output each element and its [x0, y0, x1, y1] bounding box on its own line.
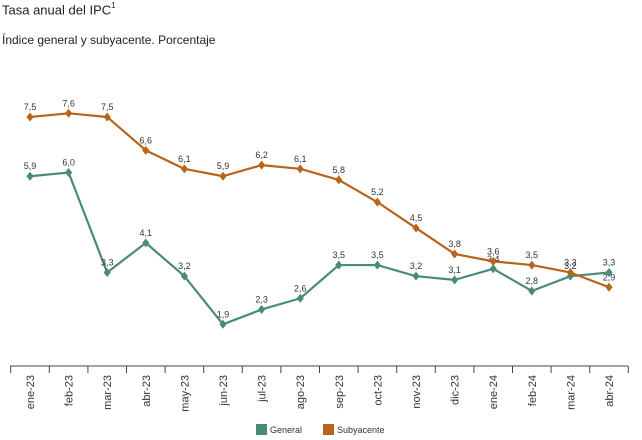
data-point-general: [26, 171, 34, 181]
data-label-subyacente: 7,5: [101, 102, 114, 112]
x-tick-label: ago-23: [295, 375, 307, 409]
data-label-subyacente: 6,6: [140, 135, 153, 145]
x-tick-label: jul-23: [257, 375, 269, 403]
x-tick-label: mar-23: [102, 375, 114, 410]
series-line-subyacente: [29, 112, 610, 289]
x-tick-label: oct-23: [372, 375, 384, 406]
data-label-general: 1,9: [217, 309, 230, 319]
x-tick-label: jun-23: [218, 375, 230, 407]
data-label-subyacente: 5,9: [217, 161, 230, 171]
data-label-general: 3,5: [371, 250, 384, 260]
data-point-general: [296, 293, 304, 303]
data-point-subyacente: [103, 112, 111, 122]
data-label-general: 2,8: [526, 276, 539, 286]
data-label-general: 3,2: [564, 261, 577, 271]
legend-label-subyacente: Subyacente: [337, 425, 385, 435]
data-label-subyacente: 6,2: [255, 150, 268, 160]
data-point-general: [451, 275, 459, 285]
data-label-general: 6,0: [62, 158, 75, 168]
data-point-subyacente: [605, 282, 613, 292]
data-label-subyacente: 5,8: [333, 165, 346, 175]
x-tick-label: sep-23: [334, 375, 346, 409]
data-point-subyacente: [412, 223, 420, 233]
data-point-general: [65, 168, 73, 178]
data-label-general: 3,3: [603, 257, 616, 267]
legend-swatch-general: [256, 424, 267, 435]
x-tick-label: may-23: [179, 375, 191, 412]
data-label-subyacente: 2,9: [603, 272, 616, 282]
data-point-general: [373, 260, 381, 270]
x-tick-label: mar-24: [565, 375, 577, 410]
chart-title-text: Tasa anual del IPC: [2, 2, 112, 18]
data-label-general: 2,6: [294, 283, 307, 293]
data-point-subyacente: [219, 171, 227, 181]
x-tick-label: dic-23: [450, 375, 462, 405]
data-point-general: [103, 267, 111, 277]
data-point-subyacente: [296, 164, 304, 174]
data-label-general: 3,5: [333, 250, 346, 260]
data-point-subyacente: [26, 112, 34, 122]
x-tick-label: ene-23: [25, 375, 37, 409]
data-label-general: 3,1: [448, 265, 461, 275]
data-point-subyacente: [451, 249, 459, 259]
data-point-subyacente: [180, 164, 188, 174]
data-point-subyacente: [566, 267, 574, 277]
legend-swatch-subyacente: [323, 424, 334, 435]
data-label-general: 2,3: [255, 294, 268, 304]
x-tick-label: feb-23: [64, 375, 76, 406]
data-label-subyacente: 3,6: [487, 246, 500, 256]
data-label-subyacente: 3,8: [448, 239, 461, 249]
data-point-general: [605, 267, 613, 277]
x-tick-label: nov-23: [411, 375, 423, 409]
data-label-subyacente: 6,1: [294, 154, 307, 164]
data-label-subyacente: 5,2: [371, 187, 384, 197]
data-point-general: [142, 238, 150, 248]
data-label-general: 3,3: [101, 257, 114, 267]
data-label-general: 3,2: [410, 261, 423, 271]
data-label-subyacente: 3,5: [526, 250, 539, 260]
data-point-subyacente: [528, 260, 536, 270]
data-point-subyacente: [258, 160, 266, 170]
x-tick-label: abr-23: [141, 375, 153, 407]
data-point-general: [489, 264, 497, 274]
data-label-subyacente: 3,3: [564, 257, 577, 267]
x-tick-label: feb-24: [527, 375, 539, 406]
data-label-subyacente: 6,1: [178, 154, 191, 164]
data-label-subyacente: 4,5: [410, 213, 423, 223]
data-label-general: 4,1: [140, 228, 153, 238]
data-point-general: [258, 304, 266, 314]
data-point-general: [219, 319, 227, 329]
legend-label-general: General: [270, 425, 302, 435]
data-point-subyacente: [142, 145, 150, 155]
series-line-general: [29, 171, 610, 326]
data-label-general: 5,9: [24, 161, 37, 171]
chart-subtitle: Índice general y subyacente. Porcentaje: [2, 33, 216, 47]
data-point-general: [335, 260, 343, 270]
data-point-general: [528, 286, 536, 296]
data-label-subyacente: 7,5: [24, 102, 37, 112]
x-tick-label: ene-24: [488, 375, 500, 409]
x-tick-label: abr-24: [604, 375, 616, 407]
data-label-general: 3,2: [178, 261, 191, 271]
chart-title-superscript: 1: [111, 1, 116, 10]
chart-title: Tasa anual del IPC1: [2, 1, 116, 18]
data-point-subyacente: [65, 108, 73, 118]
data-point-subyacente: [489, 256, 497, 266]
data-point-general: [412, 271, 420, 281]
data-point-general: [180, 271, 188, 281]
data-label-subyacente: 7,6: [62, 98, 75, 108]
data-point-subyacente: [373, 197, 381, 207]
data-point-subyacente: [335, 175, 343, 185]
